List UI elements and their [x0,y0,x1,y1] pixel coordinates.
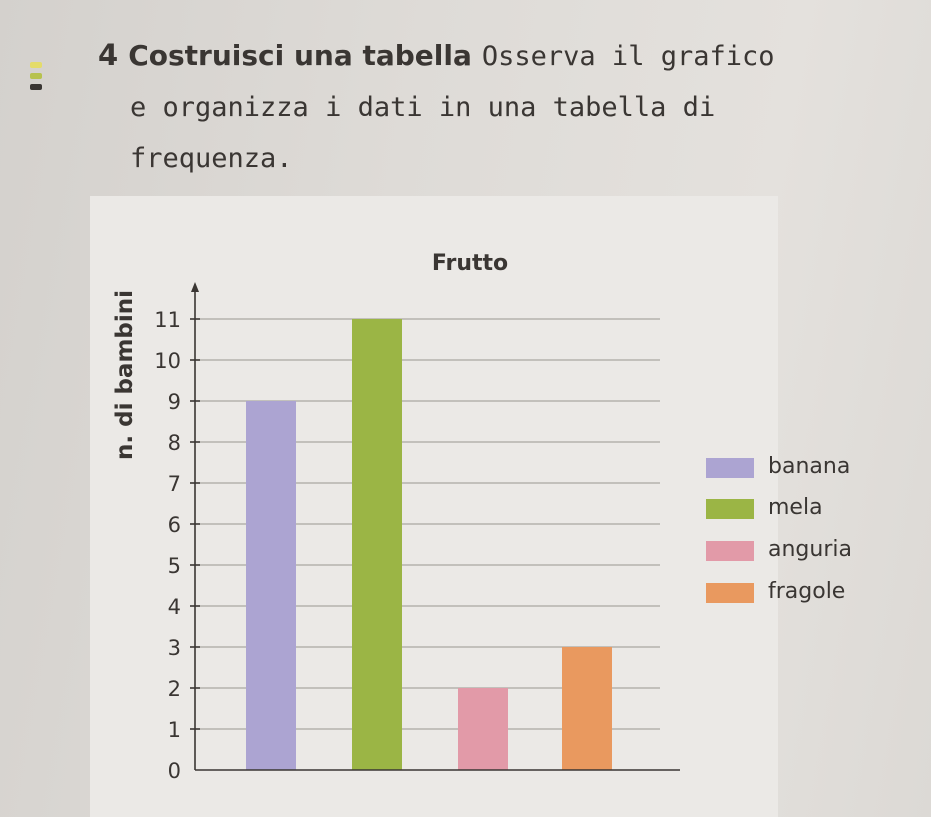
legend-swatch-anguria [706,541,754,561]
section-marker-icon [30,62,42,102]
legend-item-fragole: fragole [706,577,906,607]
exercise-text: 4 Costruisci una tabella Osserva il grafic… [98,30,818,184]
y-tick-label: 5 [168,554,181,578]
legend-label-fragole: fragole [768,579,846,604]
y-tick-label: 6 [168,513,181,537]
y-tick-label: 0 [168,759,181,783]
legend-label-anguria: anguria [768,537,852,562]
y-tick-label: 10 [154,349,181,373]
y-tick-label: 1 [168,718,181,742]
y-axis-arrow-icon [191,282,199,292]
bar-fragole [562,647,612,770]
chart-panel [90,196,778,817]
legend-swatch-banana [706,458,754,478]
bar-anguria [458,688,508,770]
y-tick-labels: 0 1 2 3 4 5 6 7 8 9 10 11 [154,308,200,783]
legend-swatch-fragole [706,583,754,603]
exercise-number: 4 [98,38,119,72]
y-tick-label: 2 [168,677,181,701]
bars [246,319,612,770]
legend-label-mela: mela [768,495,823,520]
chart-title: Frutto [432,251,508,276]
exercise-instruction-line2: e organizza i dati in una tabella di [130,92,716,123]
y-axis-label: n. di bambini [112,290,138,460]
y-tick-label: 8 [168,431,181,455]
legend-item-banana: banana [706,452,906,482]
legend-label-banana: banana [768,454,851,479]
bar-mela [352,319,402,770]
axes [191,282,680,771]
legend-swatch-mela [706,499,754,519]
legend-item-mela: mela [706,493,906,523]
exercise-instruction-line1: Osserva il grafico [481,41,775,72]
y-tick-label: 9 [168,390,181,414]
exercise-instruction-line3: frequenza. [130,143,293,174]
exercise-title: Costruisci una tabella [128,39,472,72]
bar-banana [246,401,296,770]
y-tick-label: 7 [168,472,181,496]
y-tick-label: 11 [154,308,181,332]
y-tick-label: 3 [168,636,181,660]
legend-item-anguria: anguria [706,535,906,565]
y-tick-label: 4 [168,595,181,619]
